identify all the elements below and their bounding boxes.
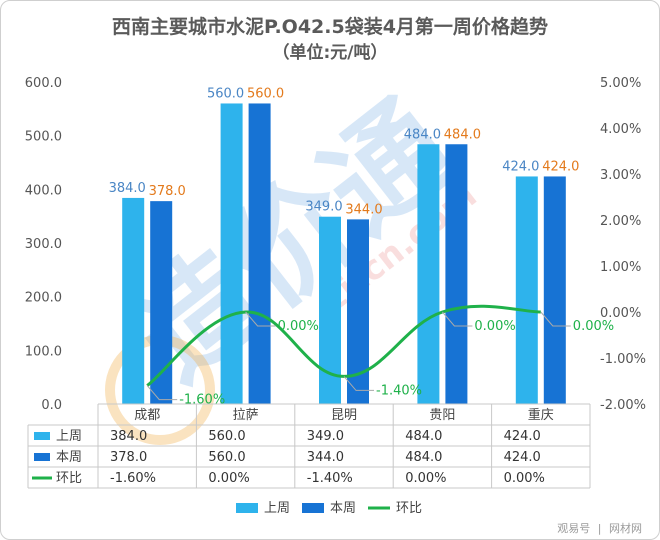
line-label-leader <box>442 311 473 327</box>
bar-上周-贵阳 <box>417 144 440 404</box>
line-环比 <box>146 304 541 387</box>
table-cell: 560.0 <box>208 429 245 444</box>
table-cell: -1.40% <box>307 471 353 486</box>
bar-data-label: 560.0 <box>247 86 284 101</box>
bar-data-label: 484.0 <box>444 127 481 142</box>
y-right-tick-label: 2.00% <box>600 214 641 229</box>
bar-data-label: 424.0 <box>502 159 539 174</box>
line-data-label: 0.00% <box>278 319 319 334</box>
legend-key-上周 <box>236 503 258 513</box>
line-label-leader <box>540 311 571 327</box>
line-label-leader <box>146 385 178 401</box>
bar-data-label: 344.0 <box>345 202 382 217</box>
table-cell: 378.0 <box>110 450 147 465</box>
line-data-label: -1.60% <box>179 393 225 408</box>
bar-本周-贵阳 <box>445 144 468 404</box>
bar-data-label: 484.0 <box>404 127 441 142</box>
table-cell: 424.0 <box>504 429 541 444</box>
legend-key-本周 <box>302 503 324 513</box>
bar-本周-重庆 <box>543 176 566 404</box>
table-cell: -1.60% <box>110 471 156 486</box>
bar-data-label: 424.0 <box>542 159 579 174</box>
table-cell: 424.0 <box>504 450 541 465</box>
bar-本周-成都 <box>150 201 173 404</box>
y-right-tick-label: 3.00% <box>600 168 641 183</box>
bar-本周-拉萨 <box>248 103 271 404</box>
chart-title: 西南主要城市水泥P.O42.5袋装4月第一周价格趋势 <box>112 16 548 38</box>
x-category-label: 成都 <box>134 408 160 423</box>
chart-subtitle: （单位:元/吨） <box>272 43 388 63</box>
line-label-leader <box>343 376 374 391</box>
table-cell: 560.0 <box>208 450 245 465</box>
legend-label-上周: 上周 <box>264 501 290 516</box>
legend-label-本周: 本周 <box>330 501 356 516</box>
table-cell: 384.0 <box>110 429 147 444</box>
x-category-label: 拉萨 <box>233 408 259 423</box>
line-data-label: -1.40% <box>376 383 422 398</box>
x-category-label: 昆明 <box>331 408 357 423</box>
footer-separator: | <box>597 522 602 535</box>
y-left-tick-label: 200.0 <box>25 291 62 306</box>
table-cell: 349.0 <box>307 429 344 444</box>
table-row-label: 本周 <box>56 450 82 465</box>
bar-上周-拉萨 <box>220 103 243 404</box>
table-row-label: 环比 <box>56 471 82 486</box>
y-right-tick-label: 1.00% <box>600 260 641 275</box>
bar-上周-重庆 <box>515 176 538 404</box>
footer-source-right: 网材网 <box>609 522 642 535</box>
y-right-tick-label: -2.00% <box>600 398 646 413</box>
y-left-tick-label: 400.0 <box>25 183 62 198</box>
y-right-tick-label: -1.00% <box>600 352 646 367</box>
y-right-tick-label: 4.00% <box>600 122 641 137</box>
table-legend-key-本周 <box>34 453 50 461</box>
line-data-label: 0.00% <box>474 319 515 334</box>
table-cell: 484.0 <box>405 429 442 444</box>
footer-credit: 观易号 | 网材网 <box>553 520 642 536</box>
bar-上周-昆明 <box>319 216 341 404</box>
y-left-tick-label: 300.0 <box>25 237 62 252</box>
x-category-label: 贵阳 <box>429 408 455 423</box>
y-left-tick-label: 100.0 <box>25 344 62 359</box>
bar-data-label: 384.0 <box>109 181 146 196</box>
legend-label-环比: 环比 <box>396 501 422 516</box>
x-category-label: 重庆 <box>528 407 554 423</box>
table-row-label: 上周 <box>56 429 82 444</box>
table-cell: 344.0 <box>307 450 344 465</box>
footer-source-left: 观易号 <box>557 522 591 535</box>
bar-本周-昆明 <box>347 219 369 404</box>
table-cell: 0.00% <box>405 471 446 486</box>
y-left-tick-label: 0.0 <box>41 398 62 413</box>
y-left-tick-label: 600.0 <box>25 76 62 91</box>
table-cell: 484.0 <box>405 450 442 465</box>
bar-data-label: 349.0 <box>305 200 342 215</box>
bar-data-label: 378.0 <box>149 184 186 199</box>
table-cell: 0.00% <box>208 471 249 486</box>
line-label-leader <box>245 311 276 327</box>
table-cell: 0.00% <box>504 471 545 486</box>
bar-上周-成都 <box>122 197 145 404</box>
y-right-tick-label: 0.00% <box>600 306 641 321</box>
line-data-label: 0.00% <box>573 319 614 334</box>
bar-data-label: 560.0 <box>207 86 244 101</box>
table-legend-key-上周 <box>34 432 50 440</box>
y-left-tick-label: 500.0 <box>25 130 62 145</box>
y-right-tick-label: 5.00% <box>600 76 641 91</box>
